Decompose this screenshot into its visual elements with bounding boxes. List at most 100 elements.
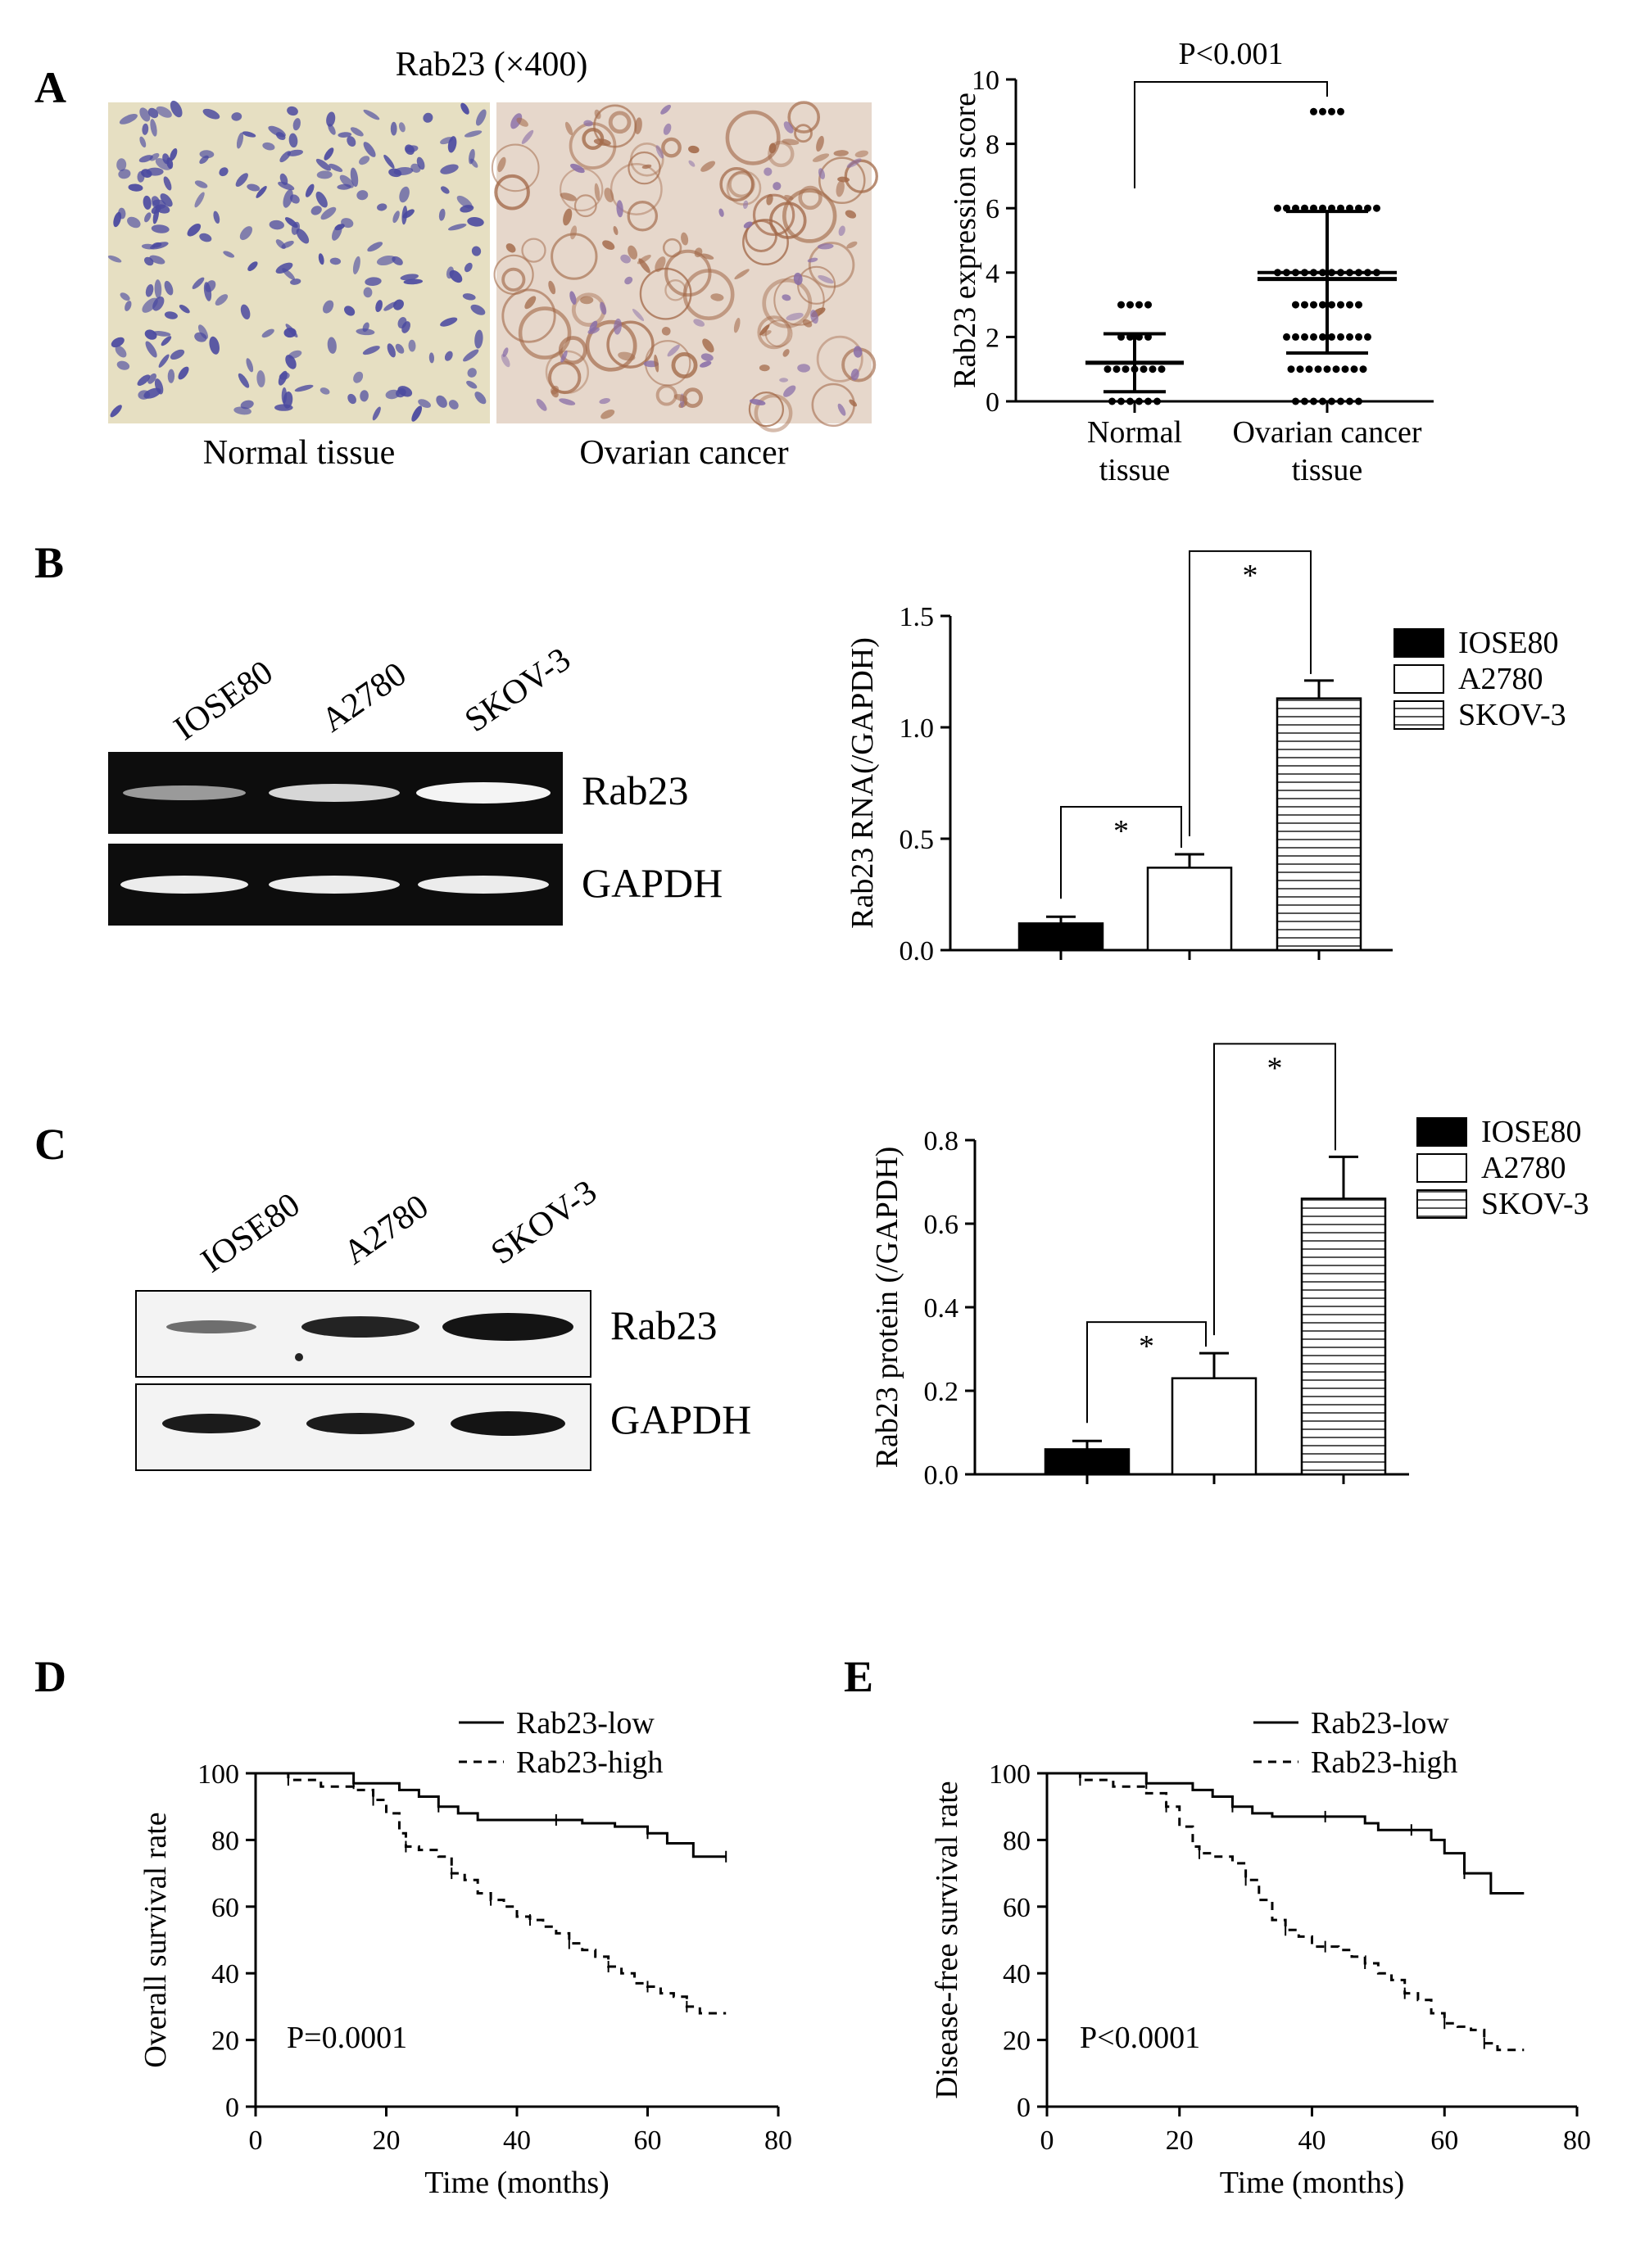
chart-b-legend-swatch: [1394, 629, 1443, 657]
chart-c-significance-star: *: [1139, 1329, 1154, 1364]
nucleus-shape: [146, 168, 163, 176]
gel-b-lane-label-2: A2780: [315, 655, 413, 740]
chart-a-point: [1373, 205, 1380, 212]
chart-a-point: [1297, 365, 1304, 373]
chart-a-point: [1140, 365, 1148, 373]
chart-c-bar: [1172, 1378, 1256, 1474]
gel-b-lane-label-3: SKOV-3: [458, 641, 578, 740]
chart-e-x-tick-label: 20: [1166, 2125, 1194, 2156]
gel-b-row-label-1: Rab23: [582, 767, 689, 813]
chart-a-point: [1274, 205, 1281, 212]
chart-a-point: [1355, 398, 1362, 405]
normal-tissue-label: Normal tissue: [203, 434, 395, 472]
chart-d-ylabel: Overall survival rate: [138, 1812, 173, 2067]
chart-a-point: [1149, 365, 1157, 373]
chart-c-legend-label: SKOV-3: [1481, 1187, 1589, 1221]
chart-a-category-label: Normal: [1087, 415, 1182, 450]
chart-a-point: [1324, 365, 1331, 373]
chart-a-point: [1342, 365, 1349, 373]
chart-c-legend-swatch: [1417, 1118, 1466, 1146]
chart-a-point: [1292, 398, 1299, 405]
panel-letter-e: E: [844, 1652, 873, 1701]
chart-a-point: [1346, 398, 1353, 405]
chart-c-legend-swatch: [1417, 1154, 1466, 1182]
chart-b-legend-label: SKOV-3: [1458, 698, 1566, 732]
chart-b-legend-swatch: [1394, 701, 1443, 729]
chart-a-point: [1319, 333, 1326, 341]
chart-a-point: [1315, 365, 1322, 373]
ovarian-cancer-image: [492, 102, 877, 431]
chart-a-y-tick-label: 6: [986, 194, 999, 224]
chart-b-y-tick-label: 1.0: [900, 713, 935, 744]
chart-a-point: [1158, 365, 1166, 373]
chart-d-pvalue: P=0.0001: [287, 2021, 407, 2055]
histology-title: Rab23 (×400): [396, 46, 588, 84]
chart-a-point: [1351, 365, 1358, 373]
blot-c-band: [306, 1413, 415, 1434]
chart-e-series-line: [1047, 1773, 1524, 2050]
chart-e-x-tick-label: 0: [1040, 2125, 1054, 2156]
chart-d-x-tick-label: 20: [373, 2125, 401, 2156]
chart-e-xlabel: Time (months): [1220, 2166, 1405, 2200]
chart-a-point: [1328, 333, 1335, 341]
chart-c-y-tick-label: 0.8: [924, 1126, 959, 1157]
chart-d-x-tick-label: 40: [503, 2125, 531, 2156]
blot-c-speck: [295, 1353, 303, 1361]
chart-a-point: [1355, 301, 1362, 309]
gel-b-row-label-2: GAPDH: [582, 860, 723, 906]
chart-b-significance-star: *: [1243, 559, 1258, 593]
chart-a-point: [1117, 301, 1125, 309]
chart-a-y-tick-label: 8: [986, 130, 999, 161]
chart-b: 0.0 0.5 1.0 1.5 Rab23 RNA(/GAPDH) * * IOSE80A27…: [845, 551, 1566, 967]
blot-c-row-label-1: Rab23: [610, 1302, 718, 1348]
chart-e-pvalue: P<0.0001: [1080, 2021, 1200, 2055]
gel-b-band: [416, 782, 551, 804]
chart-a-point: [1104, 365, 1112, 373]
chart-b-bar: [1148, 867, 1231, 950]
chart-e-y-tick-label: 20: [1003, 2026, 1031, 2057]
gel-b-band: [269, 784, 400, 802]
chart-a-point: [1292, 333, 1299, 341]
blot-c-band: [166, 1320, 256, 1333]
chart-e-y-tick-label: 60: [1003, 1893, 1031, 1923]
chart-a-point: [1292, 301, 1299, 309]
chart-c-bar: [1045, 1449, 1129, 1474]
chart-a-point: [1108, 398, 1116, 405]
chart-a-y-tick-label: 0: [986, 387, 999, 418]
chart-d-y-tick-label: 60: [211, 1893, 239, 1923]
chart-a-point: [1333, 365, 1340, 373]
chart-a-point: [1301, 301, 1308, 309]
chart-c-legend-swatch: [1417, 1190, 1466, 1218]
chart-e-y-tick-label: 0: [1017, 2093, 1031, 2123]
chart-a-point: [1144, 398, 1152, 405]
chart-e-legend-label: Rab23-high: [1311, 1745, 1457, 1780]
chart-d-legend-label: Rab23-low: [516, 1706, 655, 1741]
chart-b-legend-swatch: [1394, 665, 1443, 693]
chart-e-y-tick-label: 80: [1003, 1826, 1031, 1856]
chart-e-legend-label: Rab23-low: [1311, 1706, 1449, 1741]
chart-e-series-line: [1047, 1773, 1524, 1894]
chart-c-y-tick-label: 0.0: [924, 1460, 959, 1491]
chart-a-y-tick-label: 2: [986, 323, 999, 353]
panel-letter-d: D: [34, 1652, 66, 1701]
chart-a-y-tick-label: 4: [986, 259, 999, 289]
chart-a-point: [1135, 398, 1143, 405]
chart-a-y-tick-label: 10: [972, 66, 999, 96]
chart-d-x-tick-label: 80: [764, 2125, 792, 2156]
chart-b-ylabel: Rab23 RNA(/GAPDH): [845, 637, 880, 929]
blot-c-lane-label-3: SKOV-3: [484, 1173, 604, 1272]
chart-a-point: [1337, 398, 1344, 405]
chart-a-point: [1355, 333, 1362, 341]
blot-c-lane-label-2: A2780: [337, 1188, 435, 1272]
chart-d-y-tick-label: 20: [211, 2026, 239, 2057]
chart-d-series-line: [256, 1773, 726, 1857]
chart-c-y-tick-label: 0.2: [924, 1377, 959, 1407]
chart-d-y-tick-label: 80: [211, 1826, 239, 1856]
chart-a-point: [1328, 108, 1335, 115]
chart-a-point: [1337, 333, 1344, 341]
chart-a-point: [1364, 333, 1371, 341]
gel-b-lane-label-1: IOSE80: [167, 654, 279, 748]
nucleus-shape: [779, 378, 788, 382]
nucleus-shape: [391, 122, 397, 136]
blot-c-band: [442, 1313, 573, 1341]
